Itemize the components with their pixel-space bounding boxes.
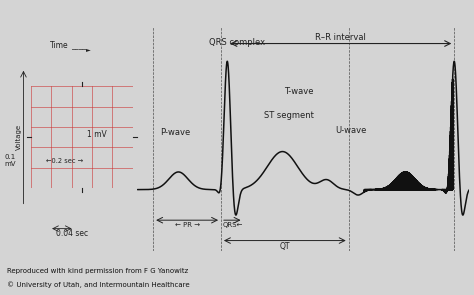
Text: T-wave: T-wave [284,87,314,96]
Text: U-wave: U-wave [335,126,366,135]
Text: 1 mV: 1 mV [87,130,107,139]
Text: ST segment: ST segment [264,111,314,120]
Text: 0.04 sec: 0.04 sec [56,229,89,238]
Text: P-wave: P-wave [160,128,190,137]
Text: QT: QT [280,242,290,251]
Text: ← PR →: ← PR → [174,222,200,228]
Text: © University of Utah, and Intermountain Healthcare: © University of Utah, and Intermountain … [7,281,190,288]
Text: Time: Time [50,41,68,50]
Text: Voltage: Voltage [16,124,22,150]
Text: QRS←: QRS← [223,222,243,228]
Text: QRS complex: QRS complex [209,38,265,47]
Text: ←0.2 sec →: ←0.2 sec → [46,158,83,164]
Text: ────►: ────► [71,47,91,52]
Text: R–R interval: R–R interval [315,33,366,42]
Text: 0.1
mV: 0.1 mV [5,154,16,167]
Text: Reproduced with kind permission from F G Yanowitz: Reproduced with kind permission from F G… [7,268,188,273]
